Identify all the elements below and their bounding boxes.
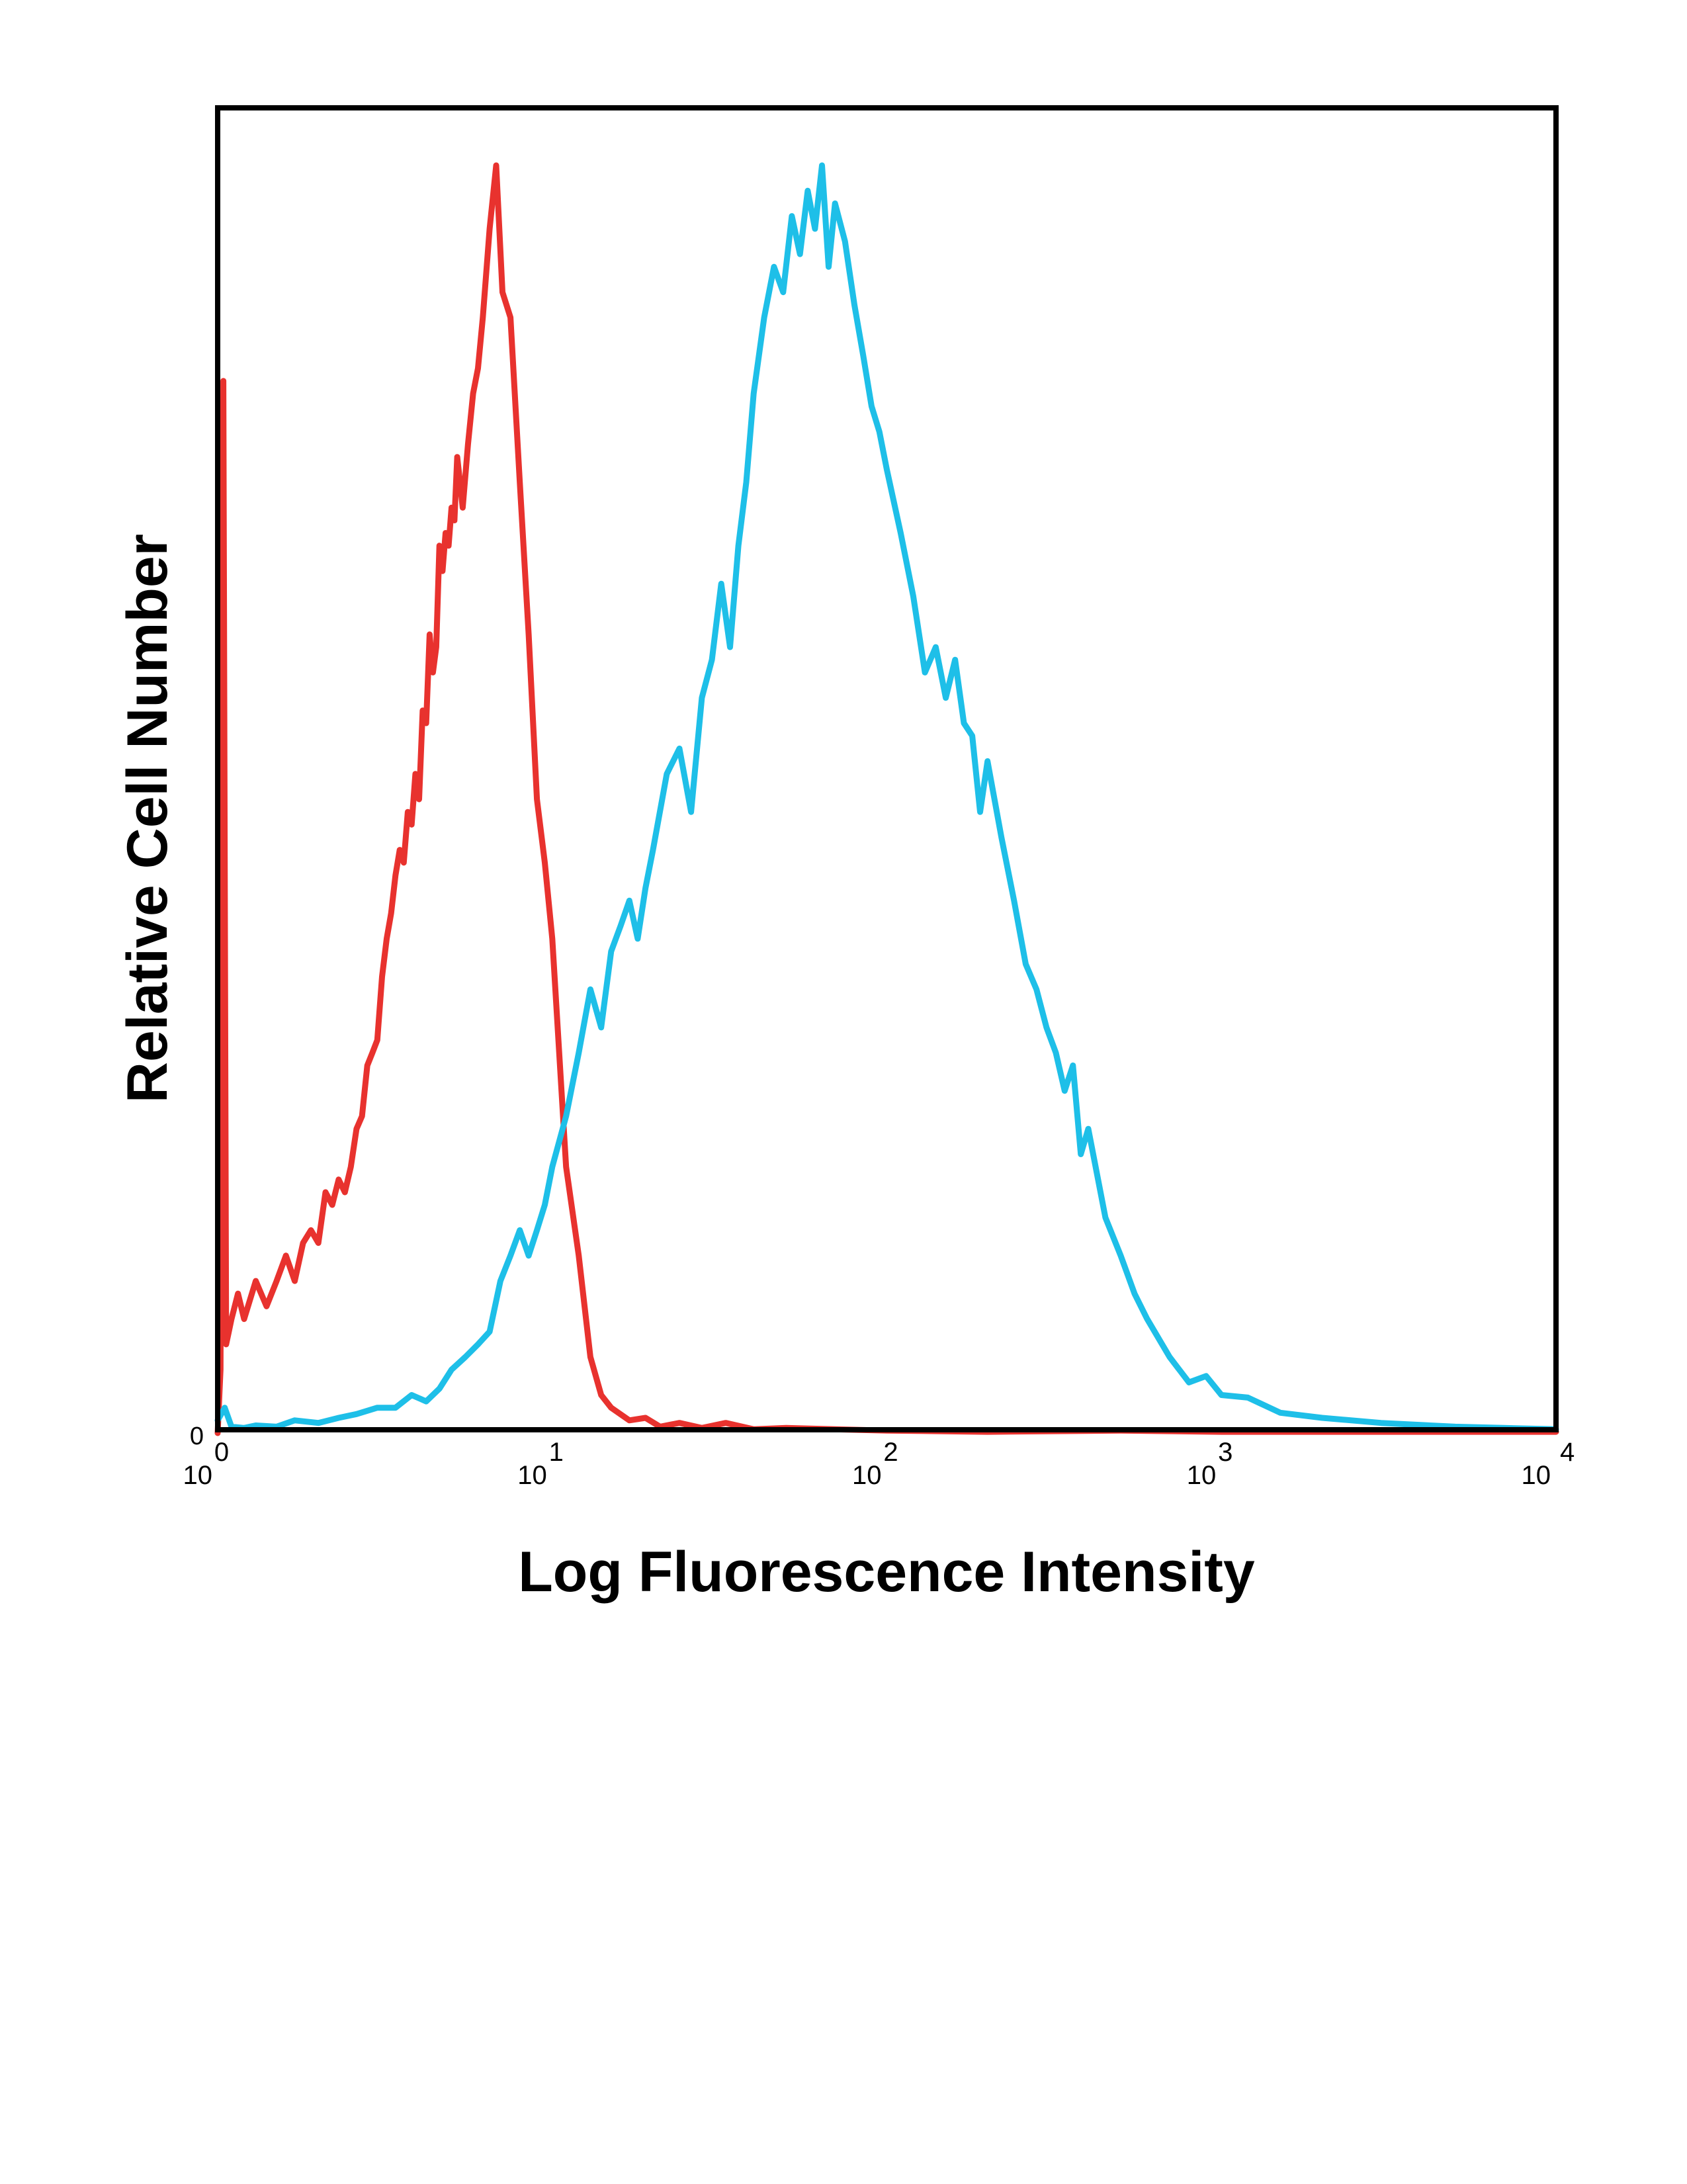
x-tick-base-2: 10 (852, 1461, 882, 1490)
x-tick-exponent-0: 0 (214, 1438, 229, 1467)
series-layer (214, 162, 1559, 1436)
x-tick-exponent-3: 3 (1218, 1438, 1233, 1467)
series-line-stained (214, 162, 1559, 1432)
x-tick-base-1: 10 (517, 1461, 547, 1490)
y-axis-title: Relative Cell Number (116, 534, 179, 1103)
x-axis-title: Log Fluorescence Intensity (518, 1540, 1255, 1604)
x-tick-exponent-1: 1 (549, 1438, 564, 1467)
y-tick-label-0: 0 (190, 1422, 204, 1450)
x-tick-base-0: 10 (183, 1461, 213, 1490)
plot-frame (215, 105, 1559, 1432)
x-tick-exponent-2: 2 (883, 1438, 898, 1467)
x-tick-exponent-4: 4 (1560, 1438, 1575, 1467)
x-tick-base-4: 10 (1522, 1461, 1551, 1490)
series-line-control (214, 162, 1559, 1436)
x-tick-base-3: 10 (1187, 1461, 1217, 1490)
